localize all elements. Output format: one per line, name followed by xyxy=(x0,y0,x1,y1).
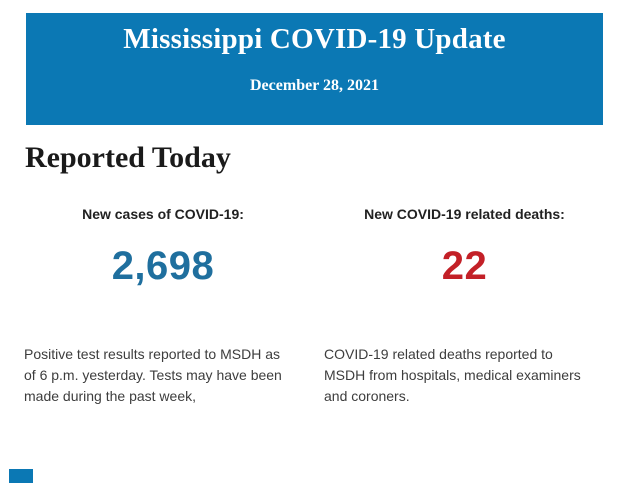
new-cases-description: Positive test results reported to MSDH a… xyxy=(24,346,282,404)
page-title: Mississippi COVID-19 Update xyxy=(123,23,506,55)
new-deaths-description: COVID-19 related deaths reported to MSDH … xyxy=(324,346,581,404)
section-title: Reported Today xyxy=(25,141,231,174)
corner-banner-fragment xyxy=(9,469,33,483)
stat-new-deaths: New COVID-19 related deaths: 22 COVID-19… xyxy=(324,206,605,407)
new-deaths-label: New COVID-19 related deaths: xyxy=(364,206,565,222)
header-banner: Mississippi COVID-19 Update December 28,… xyxy=(26,13,603,125)
new-deaths-value: 22 xyxy=(441,244,488,288)
new-cases-label: New cases of COVID-19: xyxy=(82,206,244,222)
new-cases-value: 2,698 xyxy=(111,244,215,288)
stat-new-cases: New cases of COVID-19: 2,698 Positive te… xyxy=(24,206,302,407)
report-date: December 28, 2021 xyxy=(250,77,379,94)
